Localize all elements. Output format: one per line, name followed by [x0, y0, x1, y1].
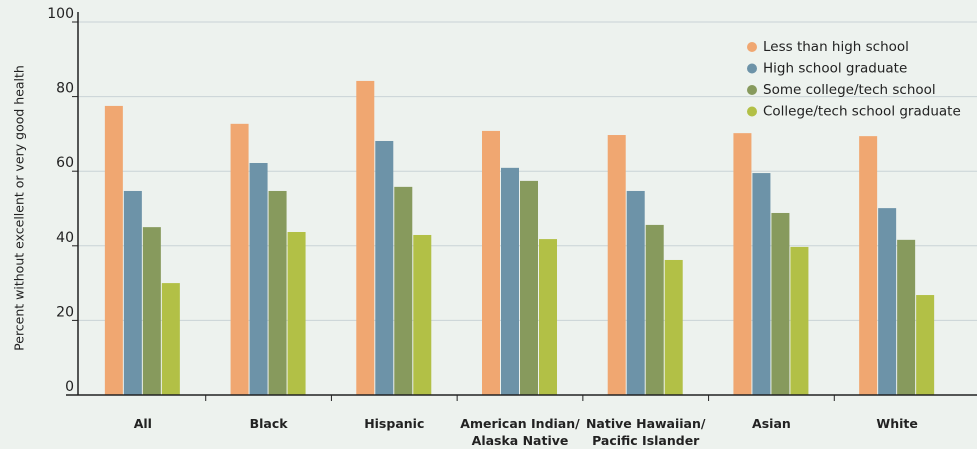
bar [482, 130, 500, 395]
y-axis-label: Percent without excellent or very good h… [12, 65, 27, 351]
x-tick-label: Asian [752, 416, 791, 431]
bar [771, 212, 790, 395]
x-tick-label-line: Black [250, 416, 289, 431]
bar [501, 167, 519, 395]
x-tick-label-line: Hispanic [364, 416, 424, 431]
bar [626, 190, 645, 395]
y-tick-label: 100 [47, 6, 74, 22]
bar [645, 224, 664, 395]
x-tick-label: Native Hawaiian/Pacific Islander [586, 416, 706, 448]
x-tick-label-line: White [876, 416, 917, 431]
legend-swatch [747, 106, 757, 117]
legend-swatch [747, 42, 757, 52]
x-tick-label-line: All [134, 416, 152, 431]
bar [413, 234, 432, 395]
y-tick-label: 40 [56, 230, 74, 246]
x-tick-label: White [876, 416, 917, 431]
bar [916, 295, 935, 395]
x-tick-label-line: Asian [752, 416, 791, 431]
y-tick-label: 60 [56, 155, 74, 171]
bar [520, 180, 538, 395]
bar [859, 136, 878, 395]
bar [142, 227, 161, 395]
y-tick-label: 0 [65, 379, 74, 395]
bar [104, 105, 123, 396]
bar [664, 259, 683, 395]
bar [897, 239, 916, 395]
x-tick-label: Black [250, 416, 289, 431]
x-tick-label: Hispanic [364, 416, 424, 431]
bar [607, 135, 626, 396]
bar [161, 283, 180, 395]
bar [394, 186, 413, 395]
bar [539, 239, 557, 395]
legend-label: Less than high school [763, 39, 909, 55]
x-tick-label-line: Pacific Islander [592, 433, 700, 448]
bar [356, 80, 375, 396]
x-tick-label: All [134, 416, 152, 431]
legend-label: Some college/tech school [763, 82, 936, 98]
bar [752, 173, 771, 395]
legend-swatch [747, 85, 757, 95]
legend-swatch [747, 63, 757, 74]
bar [733, 133, 752, 396]
bar [230, 123, 249, 395]
y-tick-label: 80 [56, 81, 74, 97]
x-tick-label-line: American Indian/ [460, 416, 580, 431]
bar [123, 190, 142, 395]
x-tick-label: American Indian/Alaska Native [460, 416, 580, 448]
bar [287, 231, 306, 395]
y-tick-label: 20 [56, 304, 74, 320]
legend-label: High school graduate [763, 61, 907, 77]
bar [878, 208, 897, 395]
bar [249, 162, 268, 395]
x-tick-label-line: Alaska Native [472, 433, 569, 448]
bar [790, 246, 809, 395]
bar [268, 190, 287, 395]
legend-label: College/tech school graduate [763, 104, 961, 120]
x-tick-label-line: Native Hawaiian/ [586, 416, 706, 431]
bar [375, 140, 394, 395]
